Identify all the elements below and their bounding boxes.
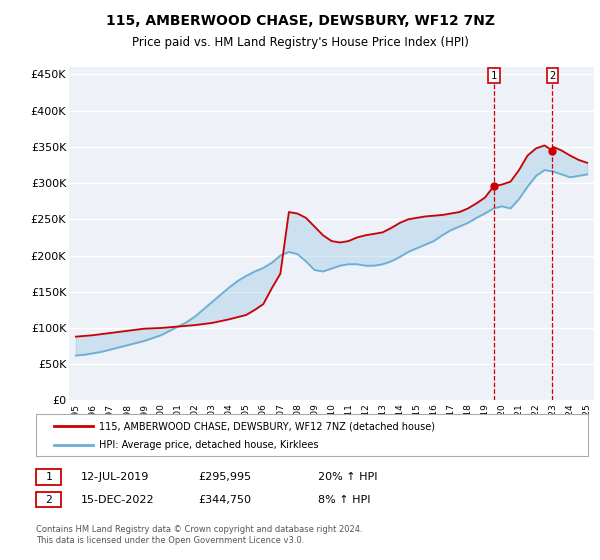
Text: 2: 2 [549, 71, 556, 81]
Text: 1: 1 [491, 71, 497, 81]
Text: 1: 1 [45, 472, 52, 482]
Text: Contains HM Land Registry data © Crown copyright and database right 2024.
This d: Contains HM Land Registry data © Crown c… [36, 525, 362, 545]
Text: 12-JUL-2019: 12-JUL-2019 [81, 472, 149, 482]
Text: £295,995: £295,995 [198, 472, 251, 482]
Text: Price paid vs. HM Land Registry's House Price Index (HPI): Price paid vs. HM Land Registry's House … [131, 36, 469, 49]
Text: 115, AMBERWOOD CHASE, DEWSBURY, WF12 7NZ: 115, AMBERWOOD CHASE, DEWSBURY, WF12 7NZ [106, 14, 494, 28]
Text: 8% ↑ HPI: 8% ↑ HPI [318, 494, 371, 505]
Text: 2: 2 [45, 494, 52, 505]
Text: 15-DEC-2022: 15-DEC-2022 [81, 494, 155, 505]
Text: 20% ↑ HPI: 20% ↑ HPI [318, 472, 377, 482]
Text: HPI: Average price, detached house, Kirklees: HPI: Average price, detached house, Kirk… [99, 440, 319, 450]
Text: £344,750: £344,750 [198, 494, 251, 505]
Text: 115, AMBERWOOD CHASE, DEWSBURY, WF12 7NZ (detached house): 115, AMBERWOOD CHASE, DEWSBURY, WF12 7NZ… [99, 421, 435, 431]
